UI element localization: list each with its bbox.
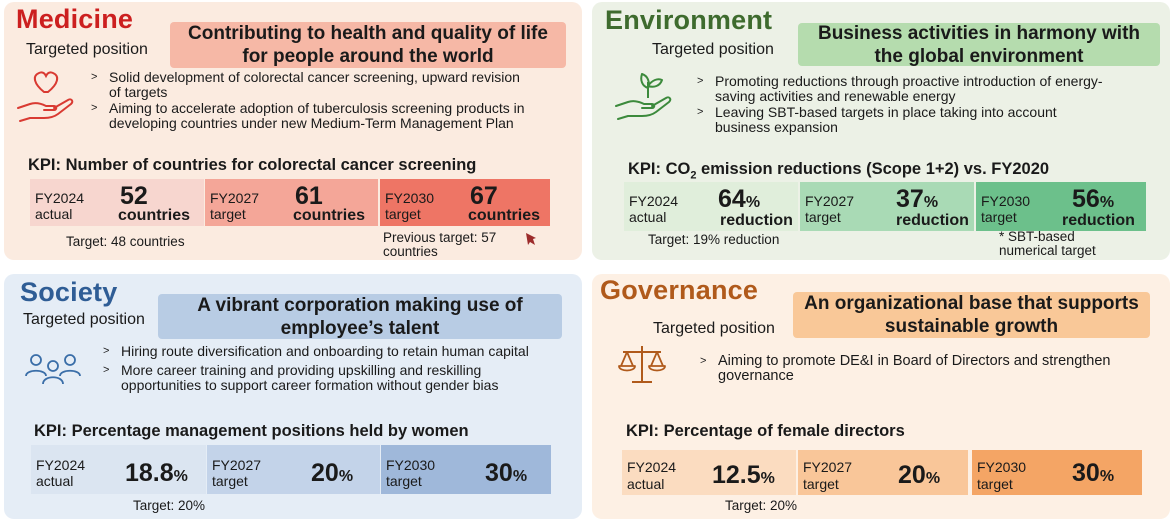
box-unit: reduction — [720, 212, 793, 229]
box-year: FY2024 — [629, 193, 679, 209]
environment-bullet: > Promoting reductions through proactive … — [697, 73, 1103, 104]
environment-note-sbt: * SBT-based numerical target — [999, 229, 1096, 258]
medicine-kpi-box-fy2024: FY2024 actual 52 countries — [30, 179, 204, 226]
box-label: target — [981, 209, 1017, 225]
governance-title: Governance — [600, 275, 759, 305]
environment-kpi: KPI: CO2 emission reductions (Scope 1+2)… — [628, 160, 1050, 182]
box-label: target — [977, 476, 1013, 492]
box-value: 37% — [896, 185, 939, 213]
society-kpi-box-fy2030: FY2030 target 30% — [381, 445, 551, 494]
medicine-note-target: Target: 48 countries — [66, 234, 185, 249]
environment-bullets: > Promoting reductions through proactive … — [695, 74, 1115, 136]
box-value: 12.5% — [712, 461, 775, 489]
box-year: FY2030 — [385, 190, 435, 206]
box-value: 64% — [718, 185, 761, 213]
environment-bullet: > Leaving SBT-based targets in place taki… — [697, 104, 1057, 135]
governance-kpi-box-fy2024: FY2024 actual 12.5% — [622, 450, 796, 495]
scales-icon — [618, 346, 666, 383]
medicine-kpi-box-fy2027: FY2027 target 61 countries — [205, 179, 378, 226]
sprout-hand-icon — [615, 73, 672, 120]
society-kpi-box-fy2024: FY2024 actual 18.8% — [31, 445, 206, 494]
medicine-banner: Contributing to health and quality of li… — [170, 22, 566, 68]
environment-note-target: Target: 19% reduction — [648, 232, 780, 247]
medicine-kpi-box-fy2030: FY2030 target 67 countries — [380, 179, 550, 226]
governance-bullet: > Aiming to promote DE&I in Board of Dire… — [700, 353, 1111, 384]
box-label: actual — [627, 476, 665, 492]
governance-targeted-position: Targeted position — [653, 320, 775, 337]
governance-kpi: KPI: Percentage of female directors — [626, 422, 905, 440]
environment-panel: Environment Targeted position Business a… — [592, 2, 1170, 260]
medicine-kpi: KPI: Number of countries for colorectal … — [28, 156, 477, 174]
people-group-icon — [25, 354, 81, 385]
society-targeted-position: Targeted position — [23, 311, 145, 328]
box-value: 30% — [1072, 459, 1115, 487]
box-year: FY2027 — [803, 459, 853, 475]
box-unit: reduction — [1062, 212, 1135, 229]
box-year: FY2024 — [627, 459, 677, 475]
box-year: FY2027 — [805, 193, 855, 209]
environment-kpi-box-fy2030: FY2030 target 56% reduction — [976, 182, 1146, 231]
environment-banner: Business activities in harmony with the … — [798, 23, 1160, 67]
box-unit: countries — [118, 207, 191, 224]
society-banner: A vibrant corporation making use of empl… — [158, 294, 562, 339]
box-value: 61 — [295, 182, 323, 210]
governance-banner: An organizational base that supports sus… — [793, 292, 1150, 338]
down-arrow-icon — [526, 233, 536, 245]
society-panel: Society Targeted position A vibrant corp… — [4, 274, 582, 519]
box-value: 20% — [898, 461, 941, 489]
box-value: 30% — [485, 459, 528, 487]
governance-bullets: > Aiming to promote DE&I in Board of Dire… — [698, 354, 1118, 385]
box-value: 20% — [311, 459, 354, 487]
environment-title: Environment — [605, 5, 773, 35]
box-label: target — [805, 209, 841, 225]
box-year: FY2030 — [981, 193, 1031, 209]
medicine-bullet: > Solid development of colorectal cancer … — [91, 69, 520, 100]
box-value: 18.8% — [125, 459, 188, 487]
society-note-target: Target: 20% — [133, 498, 206, 513]
governance-kpi-box-fy2027: FY2027 target 20% — [798, 450, 968, 495]
box-label: target — [212, 473, 248, 489]
box-unit: countries — [293, 207, 366, 224]
society-bullet: > Hiring route diversification and onboar… — [103, 343, 529, 359]
box-label: actual — [629, 209, 667, 225]
box-year: FY2030 — [977, 459, 1027, 475]
medicine-title: Medicine — [16, 4, 134, 34]
box-year: FY2024 — [36, 457, 86, 473]
medicine-panel: Medicine Targeted position Contributing … — [4, 2, 582, 260]
box-year: FY2027 — [210, 190, 260, 206]
heart-hand-icon — [17, 71, 74, 122]
box-label: target — [385, 206, 421, 222]
medicine-note-previous: Previous target: 57 countries — [383, 230, 497, 259]
medicine-bullet: > Aiming to accelerate adoption of tuberc… — [91, 100, 525, 131]
governance-panel: Governance Targeted position An organiza… — [592, 274, 1170, 519]
environment-kpi-box-fy2024: FY2024 actual 64% reduction — [624, 182, 798, 231]
environment-kpi-box-fy2027: FY2027 target 37% reduction — [800, 182, 974, 231]
box-unit: reduction — [896, 212, 969, 229]
society-kpi-box-fy2027: FY2027 target 20% — [207, 445, 380, 494]
society-bullet: > More career training and providing upsk… — [103, 362, 499, 393]
box-value: 67 — [470, 182, 498, 210]
environment-targeted-position: Targeted position — [652, 41, 774, 58]
box-label: target — [210, 206, 246, 222]
society-bullets: > Hiring route diversification and onboar… — [101, 344, 551, 394]
governance-note-target: Target: 20% — [725, 498, 798, 513]
box-label: target — [386, 473, 422, 489]
society-title: Society — [20, 277, 118, 307]
box-value: 56% — [1072, 185, 1115, 213]
box-label: actual — [35, 206, 73, 222]
medicine-targeted-position: Targeted position — [26, 41, 148, 58]
box-year: FY2024 — [35, 190, 85, 206]
box-value: 52 — [120, 182, 148, 210]
medicine-bullets: > Solid development of colorectal cancer … — [89, 70, 529, 132]
society-kpi: KPI: Percentage management positions hel… — [34, 422, 469, 440]
box-year: FY2030 — [386, 457, 436, 473]
box-year: FY2027 — [212, 457, 262, 473]
governance-kpi-box-fy2030: FY2030 target 30% — [972, 450, 1142, 495]
box-label: target — [803, 476, 839, 492]
box-label: actual — [36, 473, 74, 489]
box-unit: countries — [468, 207, 541, 224]
